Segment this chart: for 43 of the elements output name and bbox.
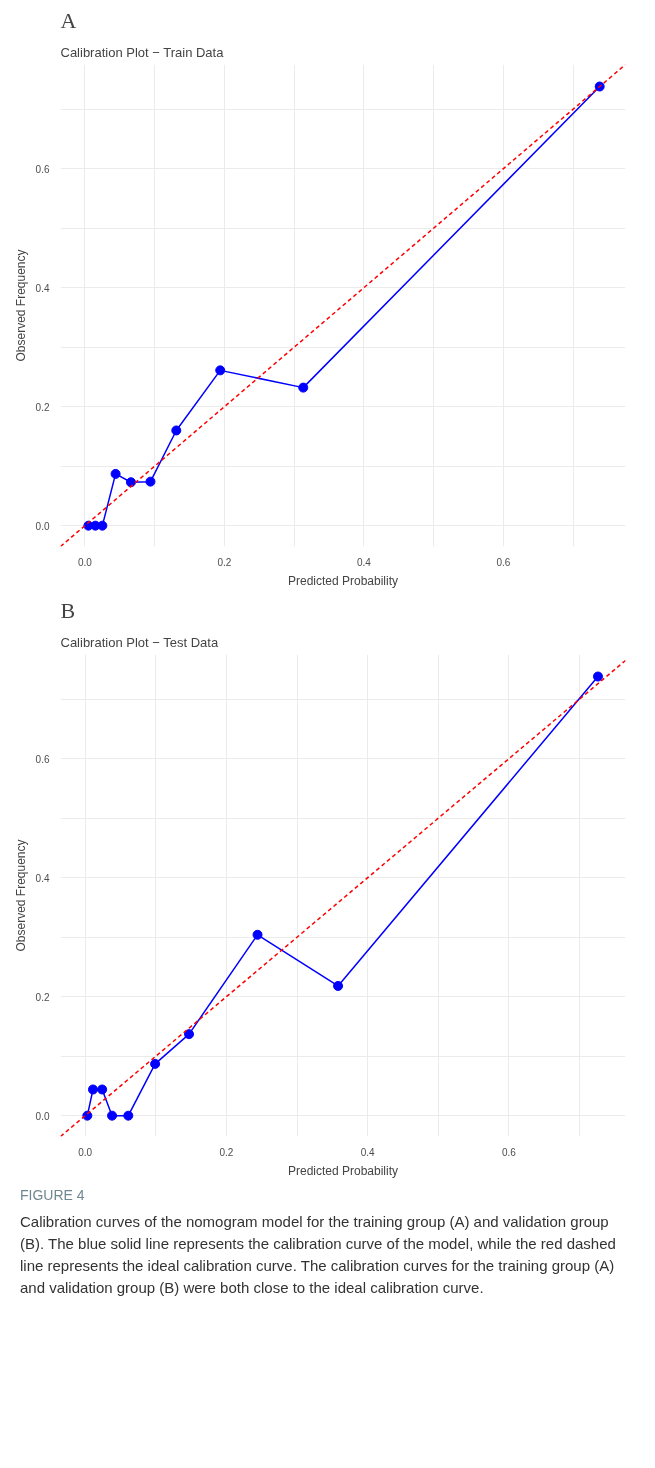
point <box>123 1110 134 1121</box>
chart-title: Calibration Plot − Train Data <box>60 44 225 60</box>
point <box>594 81 605 92</box>
x-tick-label: 0.2 <box>219 1146 234 1158</box>
x-axis-title: Predicted Probability <box>287 573 399 588</box>
point <box>215 365 226 376</box>
chart-title: Calibration Plot − Test Data <box>60 634 219 650</box>
point <box>145 476 156 487</box>
x-tick-label: 0.6 <box>502 1146 517 1158</box>
point <box>298 382 309 393</box>
point <box>97 520 108 531</box>
x-tick-label: 0.2 <box>217 556 232 568</box>
x-tick-label: 0.4 <box>360 1146 376 1158</box>
point <box>125 477 136 488</box>
point <box>333 980 344 991</box>
text: A <box>60 7 77 33</box>
x-tick-label: 0.0 <box>77 556 93 568</box>
x-tick-label: 0.0 <box>78 1146 93 1158</box>
x-tick-label: 0.6 <box>496 556 511 568</box>
y-tick-label: 0.6 <box>35 753 50 765</box>
point <box>97 1084 108 1095</box>
point <box>110 468 121 479</box>
point <box>87 1084 98 1095</box>
y-tick-label: 0.2 <box>35 401 50 413</box>
point <box>252 929 263 940</box>
y-axis-title: Observed Frequency <box>13 839 28 952</box>
x-tick-label: 0.4 <box>356 556 372 568</box>
text: Calibration curves of the nomogram model for the training group (A) and validation group (B). The blue solid line represents the calibration curve of the model, while the red dashed line represents the ideal calibration curve. The calibration curves for the training group (A) and validation group (B) were both close to the ideal calibration curve. <box>20 1212 617 1298</box>
x-axis-title: Predicted Probability <box>287 1163 399 1178</box>
y-tick-label: 0.4 <box>35 282 50 294</box>
caption: FIGURE 4 <box>20 1186 86 1205</box>
point <box>171 425 182 436</box>
point <box>184 1029 195 1040</box>
y-tick-label: 0.2 <box>35 991 50 1003</box>
point <box>107 1110 118 1121</box>
point <box>592 671 603 682</box>
y-tick-label: 0.0 <box>35 520 50 532</box>
point <box>150 1058 161 1069</box>
text: B <box>60 597 76 623</box>
y-axis-title: Observed Frequency <box>13 249 28 362</box>
y-tick-label: 0.6 <box>35 163 50 175</box>
y-tick-label: 0.0 <box>35 1110 50 1122</box>
y-tick-label: 0.4 <box>35 872 50 884</box>
